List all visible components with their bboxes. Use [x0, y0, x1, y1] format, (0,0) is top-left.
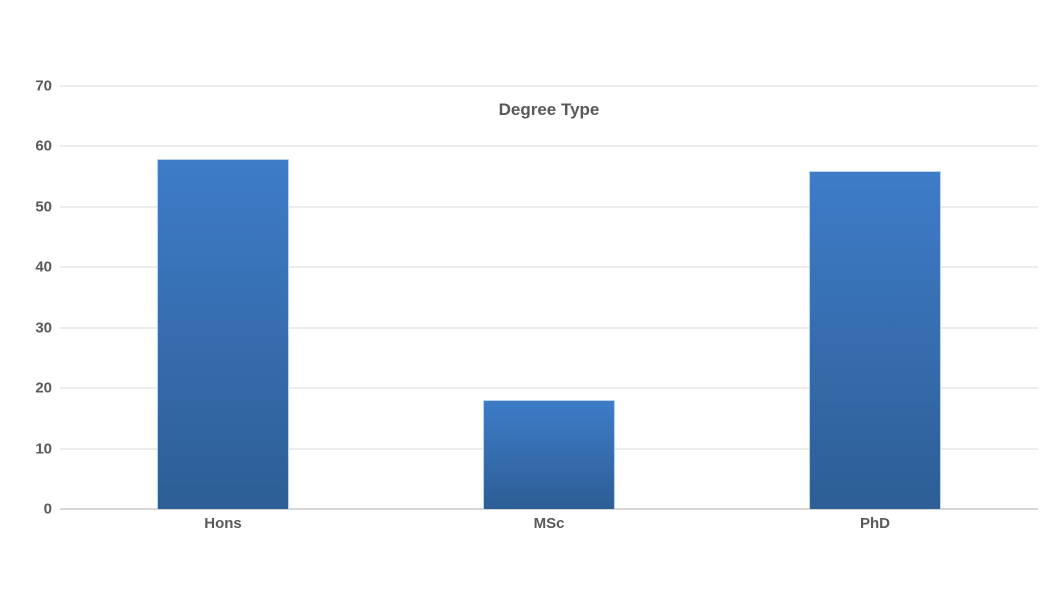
- x-category-label: MSc: [533, 515, 565, 532]
- x-category-label: Hons: [204, 515, 242, 532]
- bar-hons[interactable]: [156, 158, 289, 509]
- gridline: [60, 387, 1038, 389]
- x-axis: Hons MSc PhD: [60, 513, 1038, 537]
- y-tick-label: 20: [35, 379, 52, 397]
- gridline: [60, 145, 1038, 147]
- y-axis: 0 10 20 30 40 50 60 70: [0, 79, 52, 517]
- y-tick-label: 70: [35, 77, 52, 95]
- bar-msc[interactable]: [482, 400, 616, 509]
- plot-area: Degree Type: [60, 85, 1038, 510]
- y-tick-label: 0: [43, 500, 52, 518]
- gridline: [60, 266, 1038, 268]
- gridline: [60, 327, 1038, 329]
- y-tick-label: 10: [35, 440, 52, 458]
- y-tick-label: 60: [35, 137, 52, 155]
- gridline: [60, 206, 1038, 208]
- y-tick-label: 40: [35, 258, 52, 276]
- gridline: [60, 85, 1038, 87]
- x-category-label: PhD: [860, 515, 890, 532]
- chart-title: Degree Type: [498, 100, 600, 119]
- y-tick-label: 30: [35, 319, 52, 337]
- bar-phd[interactable]: [808, 170, 942, 509]
- y-tick-label: 50: [35, 198, 52, 216]
- x-axis-line: [60, 508, 1038, 510]
